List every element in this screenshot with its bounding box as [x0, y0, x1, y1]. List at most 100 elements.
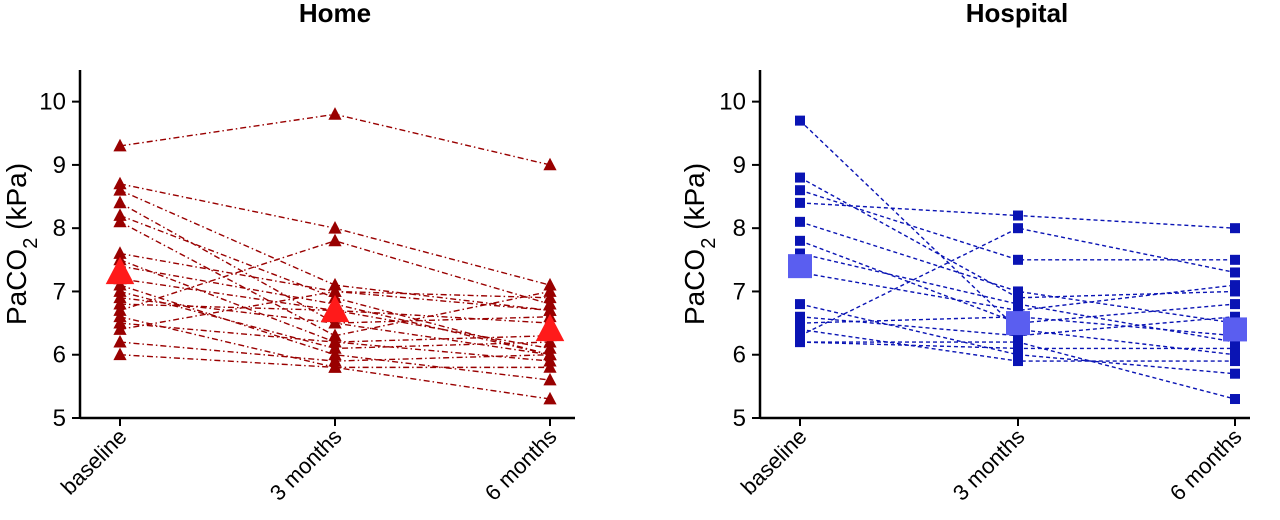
y-tick-label: 9 [53, 152, 66, 179]
series-line [799, 176, 1236, 299]
data-point [795, 299, 805, 310]
data-point [113, 208, 127, 221]
data-point [1013, 299, 1023, 310]
data-point [795, 330, 805, 341]
data-point [543, 296, 557, 310]
y-tick-label: 5 [53, 405, 66, 432]
data-point [543, 372, 557, 386]
y-tick-label: 10 [39, 89, 66, 116]
data-point [543, 277, 557, 291]
series-line [799, 271, 1236, 312]
y-tick-label: 6 [53, 342, 66, 369]
x-tick-label: 3 months [948, 424, 1030, 506]
x-tick-label: 6 months [1165, 424, 1247, 506]
data-point [113, 214, 127, 228]
data-point [543, 334, 557, 348]
data-point [113, 195, 127, 209]
data-point [328, 315, 342, 329]
data-point [113, 284, 127, 297]
data-point [113, 347, 127, 361]
data-point [328, 220, 342, 234]
data-point [1013, 343, 1023, 354]
data-point [543, 157, 557, 171]
data-point [795, 248, 805, 259]
y-tick-label: 6 [733, 342, 746, 369]
data-point [1230, 394, 1240, 405]
data-point [1230, 280, 1240, 291]
data-point [1013, 254, 1023, 265]
data-point [328, 328, 342, 342]
data-point [795, 318, 805, 329]
data-point [795, 185, 805, 196]
series-line [119, 303, 551, 350]
data-point [113, 183, 127, 196]
mean-point [105, 256, 135, 285]
y-tick-label: 8 [53, 215, 66, 242]
y-tick-label: 8 [733, 215, 746, 242]
data-point [113, 277, 127, 291]
data-point [1013, 356, 1023, 367]
mean-point [320, 294, 350, 323]
y-tick-label: 10 [719, 89, 746, 116]
data-point [1230, 337, 1240, 348]
data-point [328, 277, 342, 291]
data-point [543, 284, 557, 297]
data-point [1230, 286, 1240, 297]
data-point [113, 303, 127, 316]
data-point [1230, 343, 1240, 354]
mean-point [1006, 311, 1030, 336]
data-point [1013, 286, 1023, 297]
data-point [795, 235, 805, 246]
data-point [543, 347, 557, 361]
data-point [113, 138, 127, 152]
data-point [795, 115, 805, 126]
y-axis-label: PaCO2 (kPa) [1, 163, 42, 325]
data-point [113, 322, 127, 335]
data-point [328, 353, 342, 367]
y-tick-label: 7 [53, 278, 66, 305]
mean-point [788, 254, 812, 279]
chart-panel-0: Home 5 6 7 8 9 10 PaCO2 (kPa) baseline 3 months 6 … [1, 0, 575, 506]
data-point [1013, 330, 1023, 341]
y-axis-label: PaCO2 (kPa) [679, 163, 720, 325]
data-point [328, 347, 342, 361]
data-point [1230, 254, 1240, 265]
data-point [328, 341, 342, 354]
data-point [1230, 349, 1240, 360]
data-point [1013, 223, 1023, 234]
x-tick-label: 6 months [480, 424, 562, 506]
data-point [795, 172, 805, 183]
data-point [1013, 305, 1023, 316]
series-line [119, 322, 551, 343]
data-point [543, 391, 557, 405]
data-point [1230, 223, 1240, 234]
mean-point [1223, 317, 1247, 342]
data-point [795, 337, 805, 348]
data-point [113, 309, 127, 323]
data-point [543, 341, 557, 354]
data-point [1013, 292, 1023, 303]
data-point [1230, 311, 1240, 322]
chart-title: Hospital [966, 0, 1069, 28]
series-line [119, 290, 551, 350]
y-tick-label: 9 [733, 152, 746, 179]
data-point [113, 334, 127, 348]
data-point [1230, 267, 1240, 278]
data-point [328, 284, 342, 297]
data-point [1230, 356, 1240, 367]
data-point [543, 353, 557, 367]
data-point [795, 324, 805, 335]
data-point [795, 216, 805, 227]
data-point [328, 107, 342, 120]
data-point [1230, 368, 1240, 379]
data-point [543, 290, 557, 304]
data-point [113, 296, 127, 310]
data-point [543, 360, 557, 373]
mean-point [535, 313, 565, 342]
data-point [328, 334, 342, 348]
data-point [1013, 210, 1023, 221]
data-point [795, 311, 805, 322]
data-point [795, 197, 805, 208]
series-line [119, 354, 550, 369]
